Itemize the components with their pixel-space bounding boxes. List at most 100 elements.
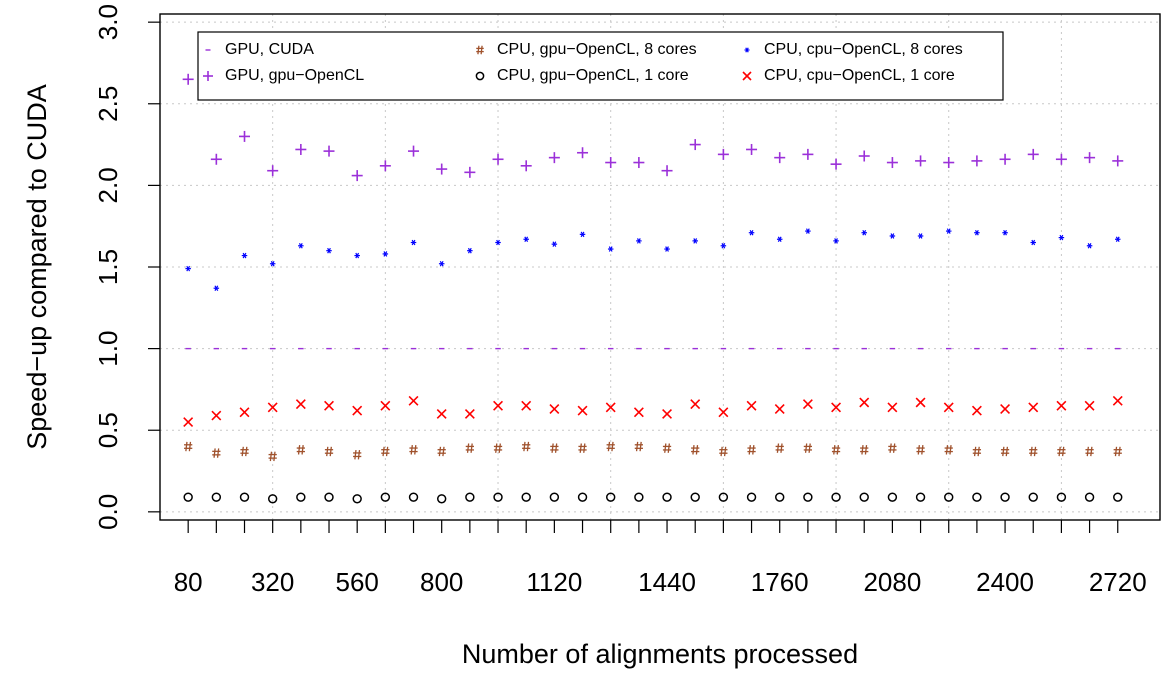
data-point-s3-16 <box>635 493 643 501</box>
data-point-s5-12 <box>522 401 531 410</box>
y-tick-label: 2.5 <box>93 86 123 122</box>
data-point-s4-13 <box>552 242 558 247</box>
data-point-s5-22 <box>803 400 812 409</box>
data-point-s1-8 <box>408 146 419 157</box>
data-point-s2-29 <box>1001 447 1009 456</box>
data-point-s3-0 <box>184 493 192 501</box>
data-point-s2-1 <box>212 448 220 457</box>
data-point-s5-32 <box>1085 401 1094 410</box>
data-point-s2-18 <box>691 445 699 454</box>
x-tick-label: 1440 <box>638 567 696 597</box>
data-point-s5-11 <box>494 401 503 410</box>
data-points <box>183 74 1124 503</box>
data-point-s4-31 <box>1059 235 1065 240</box>
data-point-s3-24 <box>860 493 868 501</box>
data-point-s5-26 <box>916 398 925 407</box>
data-point-s5-10 <box>465 410 474 419</box>
data-point-s3-12 <box>522 493 530 501</box>
data-point-s2-20 <box>747 445 755 454</box>
data-point-s1-0 <box>183 74 194 85</box>
data-point-s4-1 <box>214 286 220 291</box>
data-point-s2-17 <box>663 444 671 453</box>
data-point-s5-18 <box>691 400 700 409</box>
data-point-s3-8 <box>410 493 418 501</box>
data-point-s1-7 <box>380 160 391 171</box>
data-point-s2-5 <box>325 447 333 456</box>
data-point-s2-2 <box>240 447 248 456</box>
data-point-s1-17 <box>662 165 673 176</box>
x-tick-label: 1120 <box>526 567 582 597</box>
data-point-s3-22 <box>804 493 812 501</box>
data-point-s2-22 <box>804 444 812 453</box>
data-point-s2-12 <box>522 442 530 451</box>
data-point-s5-29 <box>1001 405 1010 414</box>
y-tick-label: 0.5 <box>93 412 123 448</box>
data-point-s1-27 <box>943 157 954 168</box>
data-point-s5-4 <box>296 400 305 409</box>
data-point-s1-5 <box>324 146 335 157</box>
data-point-s2-11 <box>494 444 502 453</box>
x-tick-label: 2080 <box>863 567 921 597</box>
y-tick-label: 2.0 <box>93 167 123 203</box>
data-point-s2-13 <box>550 444 558 453</box>
data-point-s3-9 <box>438 495 446 503</box>
data-point-s4-32 <box>1087 243 1093 248</box>
data-point-s1-23 <box>831 159 842 170</box>
data-point-s2-8 <box>409 445 417 454</box>
data-point-s1-32 <box>1084 152 1095 163</box>
data-point-s4-14 <box>580 232 586 237</box>
data-point-s4-10 <box>467 248 473 253</box>
data-point-s1-4 <box>295 144 306 155</box>
data-point-s4-33 <box>1115 237 1121 242</box>
data-point-s1-31 <box>1056 154 1067 165</box>
data-point-s5-7 <box>381 401 390 410</box>
data-point-s5-13 <box>550 405 559 414</box>
data-point-s4-21 <box>777 237 783 242</box>
data-point-s4-17 <box>664 247 670 252</box>
data-point-s5-14 <box>578 406 587 415</box>
data-point-s2-19 <box>719 447 727 456</box>
data-point-s1-16 <box>633 157 644 168</box>
data-point-s4-3 <box>270 261 276 266</box>
data-point-s4-4 <box>298 243 304 248</box>
data-point-s5-9 <box>437 410 446 419</box>
data-point-s4-22 <box>805 229 811 234</box>
data-point-s4-27 <box>946 229 952 234</box>
data-point-s4-18 <box>692 238 698 243</box>
data-point-s3-33 <box>1114 493 1122 501</box>
data-point-s4-12 <box>523 237 529 242</box>
data-point-s4-30 <box>1030 240 1036 245</box>
x-tick-label: 800 <box>420 567 463 597</box>
data-point-s4-2 <box>242 253 248 258</box>
data-point-s1-28 <box>971 155 982 166</box>
data-point-s2-7 <box>381 447 389 456</box>
data-point-s5-1 <box>212 411 221 420</box>
data-point-s5-6 <box>353 406 362 415</box>
data-point-s2-33 <box>1114 447 1122 456</box>
data-point-s3-26 <box>917 493 925 501</box>
data-point-s5-20 <box>747 401 756 410</box>
x-tick-label: 80 <box>174 567 203 597</box>
data-point-s1-29 <box>1000 154 1011 165</box>
data-point-s3-4 <box>297 493 305 501</box>
data-point-s3-21 <box>776 493 784 501</box>
data-point-s3-17 <box>663 493 671 501</box>
data-point-s3-5 <box>325 493 333 501</box>
data-point-s3-13 <box>550 493 558 501</box>
x-tick-label: 2400 <box>976 567 1034 597</box>
data-point-s1-24 <box>859 151 870 162</box>
data-point-s1-20 <box>746 144 757 155</box>
data-point-s3-10 <box>466 493 474 501</box>
data-point-s5-8 <box>409 396 418 405</box>
data-point-s2-25 <box>888 444 896 453</box>
data-point-s3-29 <box>1001 493 1009 501</box>
data-point-s3-20 <box>748 493 756 501</box>
legend-label: CPU, cpu−OpenCL, 1 core <box>764 67 955 84</box>
x-axis-label: Number of alignments processed <box>462 639 858 669</box>
y-tick-label: 1.0 <box>93 331 123 367</box>
data-point-s5-24 <box>860 398 869 407</box>
x-tick-label: 560 <box>335 567 378 597</box>
legend-label: CPU, cpu−OpenCL, 8 cores <box>764 41 963 58</box>
data-point-s4-15 <box>608 247 614 252</box>
y-tick-label: 0.0 <box>93 494 123 530</box>
